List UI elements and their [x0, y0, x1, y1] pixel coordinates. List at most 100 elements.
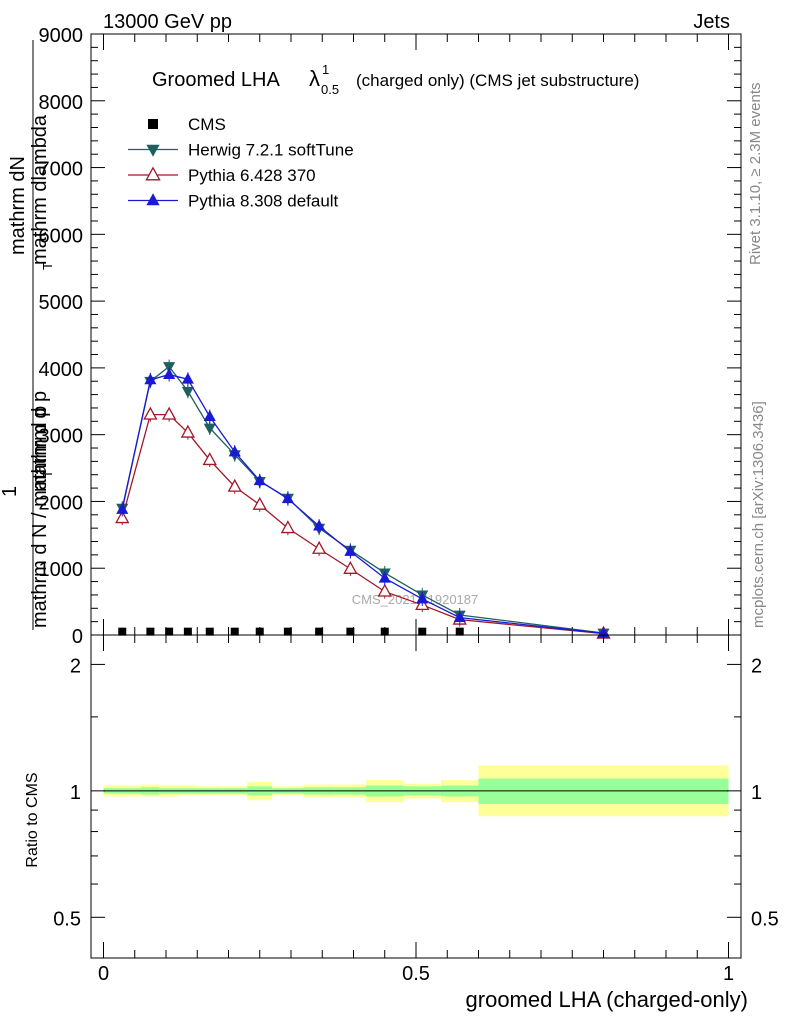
legend-label: CMS — [188, 115, 226, 134]
legend-label: Pythia 6.428 370 — [188, 166, 316, 185]
legend-item: Pythia 6.428 370 — [128, 166, 316, 185]
plot-title: Groomed LHA λ 1 0.5 (charged only) (CMS … — [152, 62, 639, 97]
data-point-triangle-up — [313, 519, 326, 531]
data-point-triangle-up — [163, 367, 176, 379]
data-point-triangle-open — [311, 540, 327, 554]
ratio-y-tick-label: 0.5 — [53, 908, 81, 930]
data-point-triangle-up — [146, 193, 160, 206]
ratio-y-axis-label: Ratio to CMS — [24, 772, 41, 867]
y-tick-label: 4000 — [39, 359, 84, 381]
legend-item: Herwig 7.2.1 softTune — [128, 141, 354, 160]
data-point-triangle-open — [115, 510, 130, 524]
y-tick-label: 7000 — [39, 159, 84, 181]
data-point-triangle-up — [144, 373, 157, 385]
y-tick-label: 2000 — [39, 492, 84, 514]
ratio-y-tick-label: 1 — [70, 782, 81, 804]
plot-title-superscript: 1 — [322, 62, 329, 77]
y-label-numerator: mathrm dN — [7, 156, 29, 255]
data-point-square — [165, 627, 174, 636]
y-label-lower: mathrm d N / mathrm d p — [29, 406, 51, 628]
y-tick-label: 9000 — [39, 25, 84, 47]
y-tick-label: 6000 — [39, 225, 84, 247]
energy-label: 13000 GeV pp — [103, 11, 232, 33]
y-tick-label: 1000 — [39, 559, 84, 581]
y-label-denominator-sub: T — [40, 262, 55, 270]
legend-item: Pythia 8.308 default — [128, 192, 339, 211]
legend-label: Pythia 8.308 default — [188, 192, 339, 211]
main-y-axis: 0 1000 2000 3000 4000 5000 6000 7000 8000 9000 — [39, 25, 741, 648]
data-point-triangle-open — [145, 166, 161, 181]
data-point-triangle-open — [161, 406, 177, 420]
x-axis-label: groomed LHA (charged-only) — [466, 987, 748, 1012]
data-point-square — [455, 627, 464, 636]
legend-item: CMS — [148, 115, 226, 134]
legend: CMS Herwig 7.2.1 softTune Pythia 6.428 370… — [128, 115, 354, 211]
data-point-square — [183, 627, 192, 636]
y-label-one: 1 — [0, 486, 21, 497]
data-point-square — [315, 627, 324, 636]
y-label-dlambda: mathrm dlambda — [29, 114, 51, 265]
data-point-triangle-down — [203, 423, 216, 435]
ratio-y-axis: 0.5 0.5 1 1 2 2 — [53, 655, 779, 930]
category-label: Jets — [693, 11, 730, 33]
plot-title-main: Groomed LHA — [152, 69, 280, 91]
data-point-triangle-up — [181, 372, 194, 384]
data-point-square — [283, 627, 292, 636]
data-point-triangle-open — [377, 583, 392, 597]
data-point-triangle-open — [280, 520, 296, 534]
series-square — [118, 627, 464, 636]
ratio-y-tick-label-right: 2 — [751, 655, 762, 677]
data-point-square — [255, 627, 264, 636]
data-point-triangle-down — [146, 144, 160, 157]
data-point-triangle-open — [343, 560, 358, 574]
data-point-triangle-down — [181, 386, 194, 398]
data-point-triangle-up — [281, 492, 294, 504]
ratio-y-tick-label-right: 0.5 — [751, 908, 779, 930]
data-point-square — [148, 119, 158, 129]
data-point-square — [146, 627, 155, 636]
data-point-square — [118, 627, 127, 636]
x-tick-label: 1 — [723, 963, 734, 985]
y-tick-label: 0 — [72, 626, 83, 648]
data-point-triangle-up — [416, 592, 429, 604]
data-point-triangle-up — [344, 544, 357, 556]
data-point-triangle-open — [202, 452, 217, 466]
ratio-y-tick-label: 2 — [70, 655, 81, 677]
ratio-x-axis: 0 0.5 1 — [98, 635, 734, 985]
data-point-triangle-open — [180, 424, 196, 438]
y-tick-label: 3000 — [39, 426, 84, 448]
main-x-axis-ticks — [103, 34, 729, 635]
data-point-triangle-up — [453, 611, 466, 623]
y-tick-label: 5000 — [39, 292, 84, 314]
data-point-square — [380, 627, 389, 636]
data-point-triangle-up — [116, 502, 129, 514]
main-y-axis-label: mathrm dN mathrm d p T mathrm dlambda 1 … — [0, 40, 55, 630]
mcplots-source-label: mcplots.cern.ch [arXiv:1306.3436] — [750, 401, 767, 628]
x-tick-label: 0 — [98, 963, 109, 985]
data-point-square — [205, 627, 214, 636]
data-point-square — [418, 627, 427, 636]
rivet-version-label: Rivet 3.1.10, ≥ 2.3M events — [747, 83, 764, 266]
data-point-triangle-up — [203, 410, 216, 422]
data-point-square — [346, 627, 355, 636]
data-point-triangle-up — [228, 445, 241, 457]
x-tick-label: 0.5 — [402, 963, 430, 985]
data-point-triangle-up — [378, 571, 391, 583]
y-label-lower-sub: T — [40, 470, 55, 478]
y-label-denominator: mathrm d p — [29, 391, 51, 492]
ratio-plot-panel: 0.5 0.51 12 2 0 0.5 1 Ratio to CMS groomed LH… — [24, 634, 779, 1012]
series-triangle-up — [116, 367, 610, 638]
data-point-triangle-open — [252, 496, 267, 510]
data-series-layer — [115, 359, 611, 640]
data-point-triangle-open — [227, 478, 242, 492]
data-point-triangle-up — [253, 474, 266, 486]
data-point-square — [230, 627, 239, 636]
plot-title-lambda: λ — [309, 66, 320, 91]
ratio-y-tick-label-right: 1 — [751, 782, 762, 804]
plot-title-suffix: (charged only) (CMS jet substructure) — [356, 71, 639, 90]
legend-label: Herwig 7.2.1 softTune — [188, 141, 354, 160]
y-tick-label: 8000 — [39, 92, 84, 114]
data-point-triangle-open — [143, 406, 158, 420]
plot-title-subscript: 0.5 — [321, 82, 339, 97]
